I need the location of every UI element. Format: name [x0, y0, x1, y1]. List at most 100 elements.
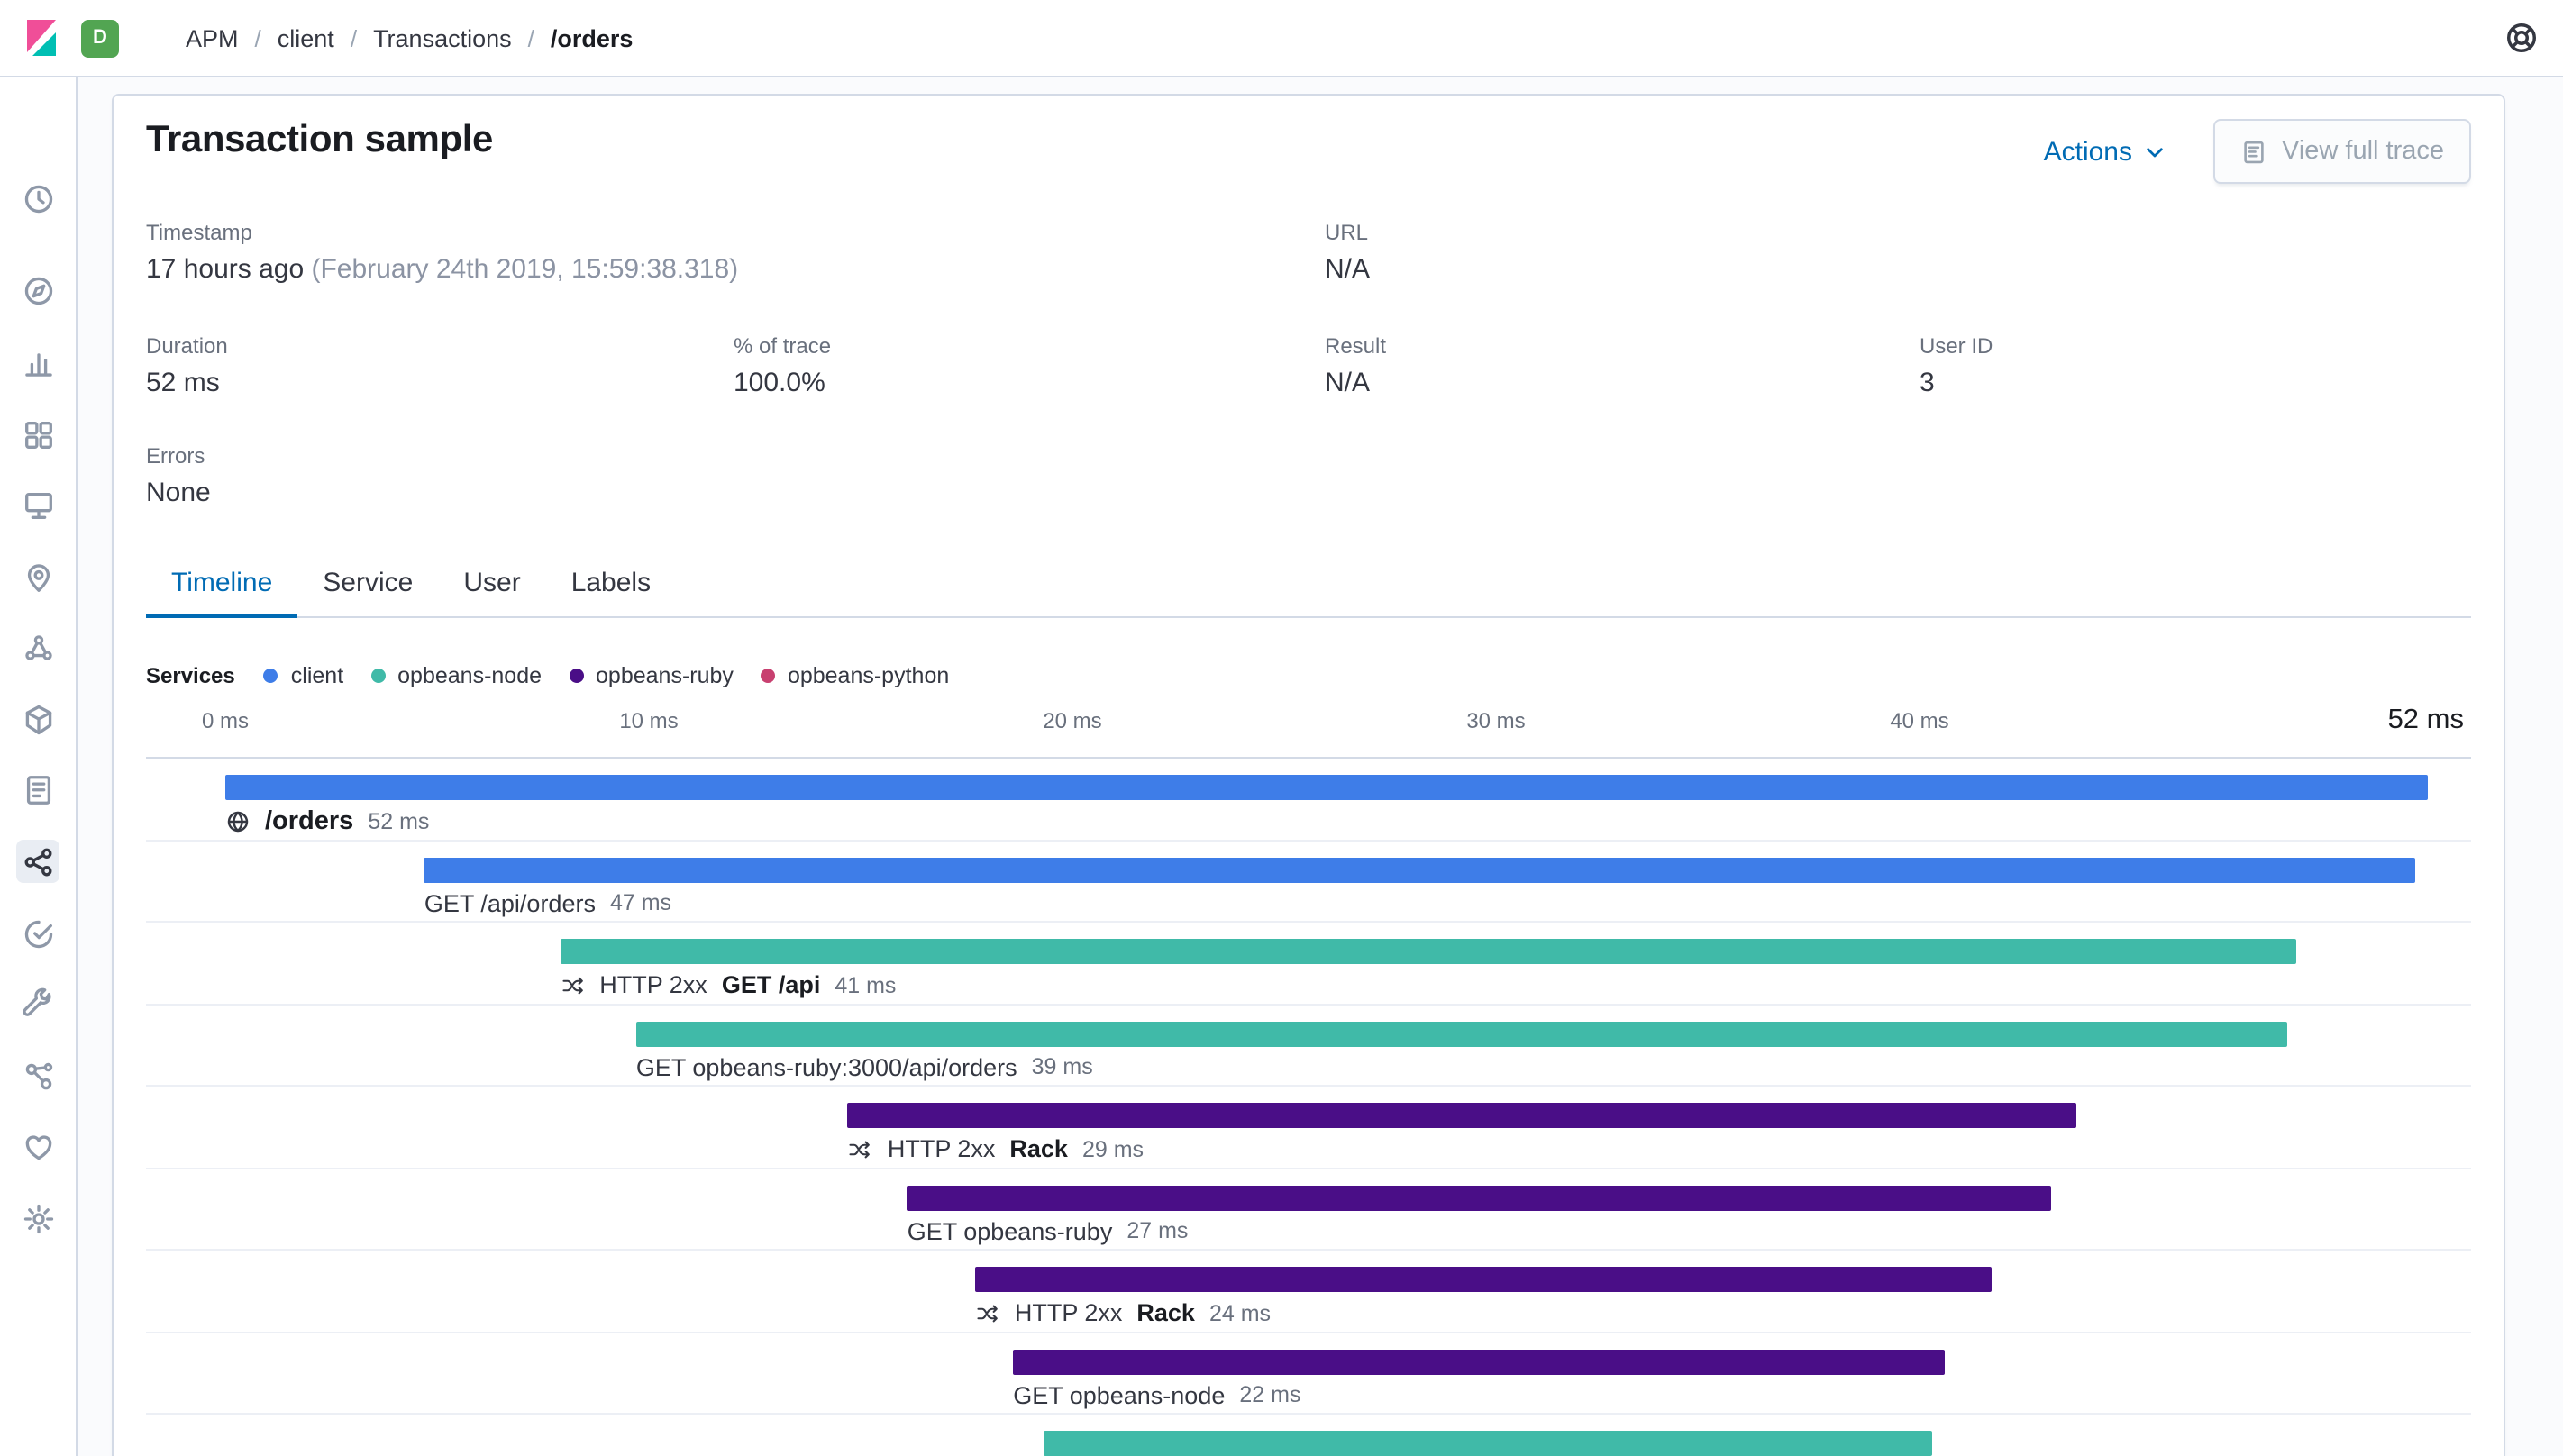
span-prefix: HTTP 2xx — [599, 971, 707, 998]
span-duration: 47 ms — [609, 890, 672, 915]
waterfall-bar-rack[interactable] — [847, 1103, 2076, 1128]
sidebar-item-logs[interactable] — [16, 768, 59, 811]
breadcrumb-item-client[interactable]: client — [277, 24, 334, 51]
meta-user-id: User ID 3 — [1920, 333, 1993, 400]
waterfall-row-6[interactable]: GET opbeans-ruby 27 ms — [146, 1169, 2471, 1251]
waterfall-label: GET opbeans-ruby 27 ms — [908, 1214, 1189, 1248]
meta-result: Result N/A — [1325, 333, 1386, 400]
sidebar-item-uptime[interactable] — [16, 912, 59, 955]
breadcrumb-item-transactions[interactable]: Transactions — [373, 24, 512, 51]
waterfall-bar-get-opbeans-ruby[interactable] — [907, 1185, 2051, 1210]
view-full-trace-button[interactable]: View full trace — [2213, 119, 2471, 184]
meta-value: 52 ms — [146, 366, 228, 400]
clock-icon — [21, 181, 55, 215]
canvas-icon — [21, 487, 55, 522]
waterfall-row-4[interactable]: GET opbeans-ruby:3000/api/orders 39 ms — [146, 1005, 2471, 1087]
waterfall-label: HTTP 2xx Rack 29 ms — [848, 1132, 1144, 1166]
axis-total-duration: 52 ms — [2387, 705, 2464, 735]
sidebar-item-canvas[interactable] — [16, 483, 59, 526]
waterfall-bar-rack[interactable] — [974, 1267, 1992, 1292]
waterfall-bar-get-opbeans-ruby-3000-api-orders[interactable] — [635, 1021, 2288, 1046]
meta-duration: Duration 52 ms — [146, 333, 228, 400]
tab-timeline[interactable]: Timeline — [146, 550, 298, 618]
tab-labels[interactable]: Labels — [570, 567, 652, 597]
meta-value: N/A — [1325, 366, 1386, 400]
sidebar-item-visualize[interactable] — [16, 341, 59, 384]
page-title: Transaction sample — [146, 119, 493, 160]
waterfall-label: /orders 52 ms — [225, 804, 429, 838]
legend-item-opbeans-python: opbeans-python — [760, 663, 949, 688]
sidebar-item-management[interactable] — [16, 1197, 59, 1240]
metadata-grid: Timestamp 17 hours ago (February 24th 201… — [114, 96, 2504, 1456]
span-name: GET opbeans-ruby:3000/api/orders — [635, 1053, 1017, 1080]
sidebar-item-dashboard[interactable] — [16, 413, 59, 456]
meta-value-text: 52 ms — [146, 368, 220, 398]
meta-errors: Errors None — [146, 443, 211, 510]
meta-value-text: N/A — [1325, 368, 1371, 398]
waterfall-label: HTTP 2xx GET /api 41 ms — [560, 968, 896, 1002]
waterfall-row-8[interactable]: GET opbeans-node 22 ms — [146, 1333, 2471, 1415]
axis-divider — [146, 757, 2471, 759]
sidebar-item-machine-learning[interactable] — [16, 625, 59, 669]
transaction-sample-panel: Transaction sample Actions View full tra… — [112, 94, 2505, 1456]
services-legend-items: client opbeans-node opbeans-ruby opbeans-py… — [263, 663, 949, 688]
meta-label: Timestamp — [146, 220, 252, 245]
merge-icon — [848, 1136, 873, 1161]
waterfall-row-2[interactable]: GET /api/orders 47 ms — [146, 841, 2471, 923]
waterfall-row-1[interactable]: /orders 52 ms — [146, 759, 2471, 841]
waterfall-bar-get-api[interactable] — [1043, 1431, 1933, 1456]
ml-icon — [21, 630, 55, 664]
sidebar-item-monitoring[interactable] — [16, 1124, 59, 1168]
meta-value: 100.0% — [734, 366, 831, 400]
gear-icon — [21, 1201, 55, 1235]
span-duration: 39 ms — [1031, 1054, 1093, 1079]
waterfall-bar-get-api-orders[interactable] — [424, 857, 2415, 882]
waterfall-bar-get-opbeans-node[interactable] — [1013, 1349, 1946, 1374]
legend-label: opbeans-node — [397, 663, 543, 688]
kibana-logo[interactable] — [20, 16, 63, 59]
breadcrumb-item-apm[interactable]: APM — [186, 24, 239, 51]
waterfall-row-5[interactable]: HTTP 2xx Rack 29 ms — [146, 1087, 2471, 1169]
waterfall-bar-get-api[interactable] — [560, 939, 2297, 964]
meta-label: User ID — [1920, 333, 1993, 359]
sidebar-item-recently-viewed[interactable] — [16, 177, 59, 220]
tab-service[interactable]: Service — [323, 567, 414, 597]
waterfall-bar-orders[interactable] — [225, 775, 2428, 800]
legend-item-opbeans-ruby: opbeans-ruby — [569, 663, 734, 688]
span-name: GET opbeans-ruby — [907, 1217, 1113, 1244]
axis-tick: 30 ms — [1466, 708, 1526, 733]
waterfall-label: GET opbeans-ruby:3000/api/orders 39 ms — [636, 1050, 1093, 1084]
waterfall-label: GET /api/orders 47 ms — [424, 886, 671, 920]
actions-menu-button[interactable]: Actions — [2044, 136, 2166, 167]
sidebar-item-graph[interactable] — [16, 1054, 59, 1097]
waterfall-row-3[interactable]: HTTP 2xx GET /api 41 ms — [146, 923, 2471, 1005]
meta-url: URL N/A — [1325, 220, 1370, 287]
tab-user[interactable]: User — [463, 567, 521, 597]
meta-label: % of trace — [734, 333, 832, 359]
sidebar-item-apm[interactable] — [16, 840, 59, 883]
top-bar: D APM / client / Transactions / /orders — [0, 0, 2563, 77]
sidebar-item-discover[interactable] — [16, 268, 59, 312]
legend-dot — [370, 669, 386, 683]
waterfall-row-7[interactable]: HTTP 2xx Rack 24 ms — [146, 1251, 2471, 1333]
sidebar-item-maps[interactable] — [16, 555, 59, 598]
wrench-icon — [21, 987, 55, 1021]
waterfall-track: HTTP 2xx Rack 29 ms — [225, 1087, 2428, 1167]
trace-icon — [2240, 138, 2267, 165]
span-duration: 27 ms — [1126, 1218, 1189, 1243]
space-initial: D — [93, 27, 107, 49]
apm-icon — [21, 844, 55, 878]
help-icon[interactable] — [2504, 20, 2540, 56]
axis-tick: 20 ms — [1043, 708, 1102, 733]
space-badge[interactable]: D — [81, 19, 119, 57]
span-name: Rack — [1136, 1299, 1195, 1326]
breadcrumb-separator: / — [254, 24, 261, 51]
legend-dot — [263, 669, 278, 683]
meta-label: Errors — [146, 443, 205, 469]
breadcrumb-separator: / — [527, 24, 534, 51]
sidebar-item-dev-tools[interactable] — [16, 982, 59, 1025]
sidebar-item-infrastructure[interactable] — [16, 697, 59, 741]
